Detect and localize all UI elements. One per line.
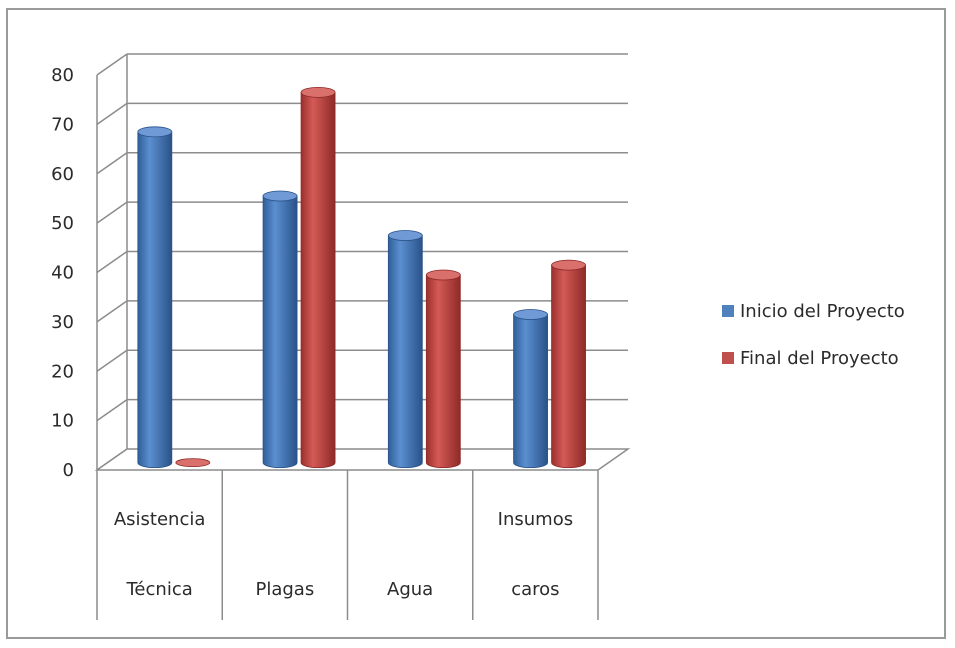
bar	[137, 131, 173, 469]
side-gridline	[96, 349, 128, 372]
side-gridline	[96, 300, 128, 323]
bar-top	[300, 86, 336, 98]
category-label: Asistencia	[114, 509, 206, 530]
label-layer: 0 10 20 30 40 50 60 70 80 Asistencia Técnica Plagas…	[51, 65, 573, 600]
y-tick-label: 10	[51, 411, 74, 432]
bar	[262, 195, 298, 469]
bar-top	[262, 190, 298, 202]
bar	[513, 314, 548, 469]
bar-top	[513, 309, 548, 320]
legend: Inicio del Proyecto Final del Proyecto	[722, 301, 905, 369]
category-label: Insumos	[498, 509, 573, 530]
bar-top	[425, 269, 461, 281]
category-label: Técnica	[126, 579, 193, 600]
y-tick-label: 80	[51, 65, 74, 86]
y-tick-label: 20	[51, 361, 74, 382]
y-tick-label: 60	[51, 164, 74, 185]
side-gridline	[96, 102, 128, 125]
category-label: Agua	[387, 579, 433, 600]
bar-top	[387, 230, 423, 241]
bar-top	[551, 259, 586, 271]
y-tick-label: 50	[51, 213, 74, 234]
legend-label: Final del Proyecto	[740, 348, 899, 369]
side-gridline	[96, 53, 128, 76]
category-label: caros	[511, 579, 559, 600]
category-label: Plagas	[256, 579, 315, 600]
chart-floor	[94, 448, 631, 471]
bar	[387, 235, 423, 469]
legend-swatch	[722, 305, 734, 317]
legend-swatch	[722, 352, 734, 364]
bar	[175, 458, 211, 468]
bar	[300, 91, 336, 469]
y-tick-label: 70	[51, 114, 74, 135]
axis-layer	[94, 54, 631, 620]
legend-label: Inicio del Proyecto	[740, 301, 905, 322]
side-gridline	[96, 201, 128, 224]
grid-layer	[96, 53, 628, 471]
side-gridline	[96, 250, 128, 274]
y-tick-label: 30	[51, 312, 74, 333]
side-gridline	[96, 152, 128, 175]
bar	[551, 264, 586, 469]
y-tick-label: 40	[51, 263, 74, 284]
bar-top	[137, 126, 173, 138]
side-gridline	[96, 399, 128, 422]
bar	[425, 274, 461, 469]
bar-layer	[137, 86, 586, 469]
y-tick-label: 0	[63, 460, 74, 481]
